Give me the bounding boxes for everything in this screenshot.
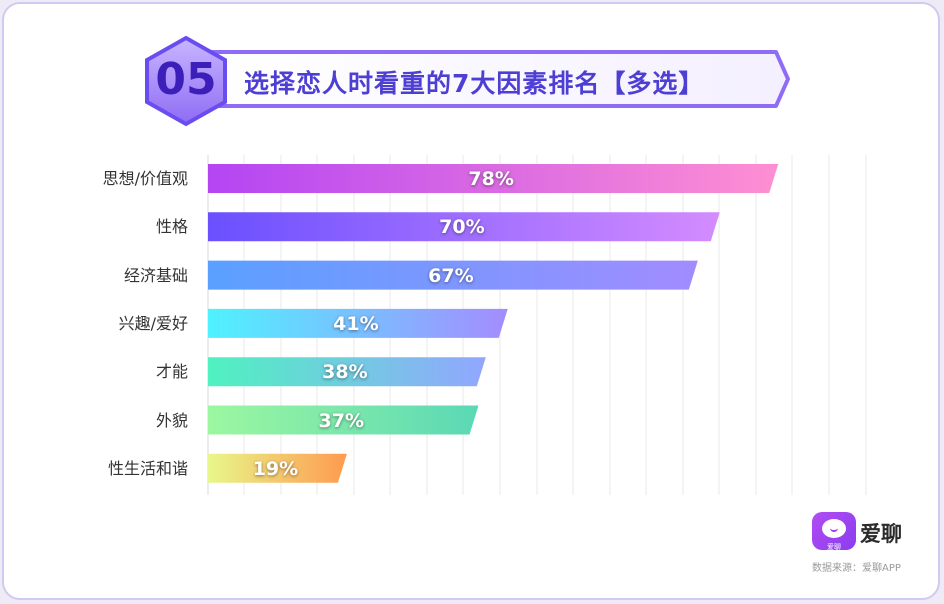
logo-subtext: 爱聊 (827, 543, 841, 551)
badge-number: 05 (155, 54, 217, 105)
category-label: 性生活和谐 (107, 458, 188, 478)
value-label: 67% (428, 264, 474, 287)
category-label: 经济基础 (123, 265, 188, 285)
bar (208, 260, 698, 290)
category-label: 兴趣/爱好 (118, 313, 188, 333)
bar (208, 453, 347, 483)
value-label: 41% (333, 312, 379, 335)
category-label: 性格 (155, 217, 188, 237)
grid-lines (207, 155, 867, 495)
bar (208, 308, 508, 338)
brand-name: 爱聊 (860, 522, 902, 546)
bar (208, 164, 779, 193)
value-label: 19% (252, 457, 299, 480)
value-label: 78% (468, 168, 514, 190)
chart-title: 选择恋人时看重的7大因素排名【多选】 (244, 69, 705, 98)
value-label: 38% (322, 361, 368, 384)
app-logo-icon: 爱聊 (812, 512, 856, 551)
bar (208, 405, 479, 435)
value-label: 37% (318, 409, 364, 432)
number-badge-icon (145, 35, 227, 127)
bar (208, 212, 720, 242)
bar (208, 357, 486, 387)
category-label: 外貌 (155, 410, 188, 430)
value-label: 70% (439, 216, 485, 239)
bars (208, 164, 779, 483)
category-label: 才能 (155, 362, 188, 382)
category-label: 思想/价值观 (102, 169, 188, 188)
data-source: 数据来源：爱聊APP (812, 563, 901, 574)
